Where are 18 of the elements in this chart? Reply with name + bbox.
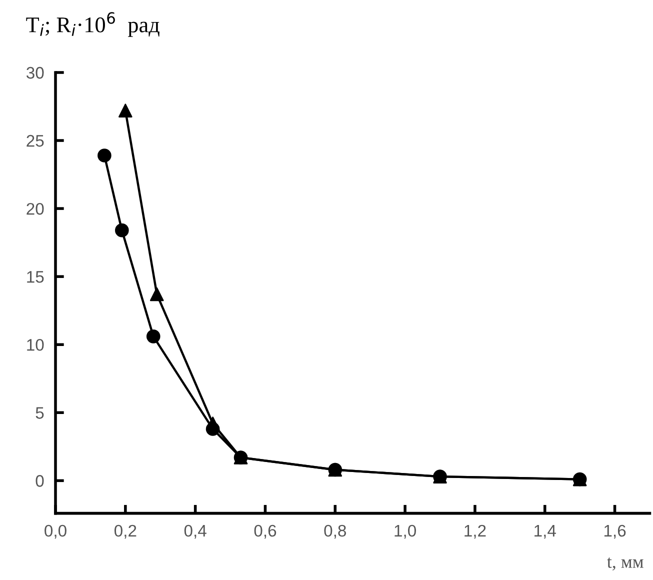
x-tick-label: 0,6 [254,524,276,539]
x-axis-title: t, мм [607,558,644,570]
y-tick-label: 0 [36,475,44,487]
x-tick-label: 1,6 [604,524,626,539]
x-tick-label: 0,0 [44,524,66,539]
x-tick-label: 0,8 [324,524,346,539]
y-axis-title: T$_{i}$; R$_{i}$·10$^{6}$ рад [26,12,160,37]
y-tick-label: 20 [26,202,44,215]
x-tick-label: 1,2 [464,524,486,539]
x-tick-label: 0,2 [114,524,136,539]
y-tick-label: 5 [36,407,44,419]
y-tick-label: 10 [27,339,44,351]
y-tick-label: 25 [26,134,44,147]
y-tick-label: 15 [27,271,44,283]
x-tick-label: 1,0 [394,524,416,539]
x-tick-label: 0,4 [184,524,206,539]
x-tick-label: 1,4 [534,525,556,539]
y-tick-label: 30 [26,66,44,79]
